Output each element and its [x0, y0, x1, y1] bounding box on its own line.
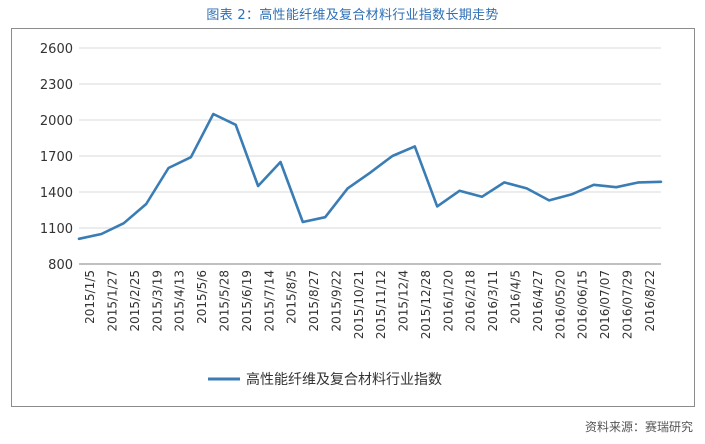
x-tick-label: 2015/3/19 [150, 270, 164, 332]
y-tick-label: 800 [48, 258, 73, 273]
x-tick-label: 2015/1/5 [83, 270, 97, 324]
chart-caption: 图表 2：高性能纤维及复合材料行业指数长期走势 [206, 8, 499, 23]
y-tick-label: 2300 [40, 78, 73, 93]
y-axis: 800 1100 1400 1700 2000 2300 2600 [40, 42, 73, 273]
x-tick-label: 2015/12/28 [419, 270, 433, 339]
x-tick-label: 2015/10/21 [352, 270, 366, 339]
x-tick-label: 2016/1/20 [441, 270, 455, 332]
x-tick-label: 2016/07/07 [598, 270, 612, 339]
series-group [77, 112, 663, 241]
x-tick-label: 2016/8/22 [643, 270, 657, 332]
series-line [77, 112, 663, 241]
x-tick-label: 2016/4/5 [509, 270, 523, 324]
x-tick-label: 2015/8/27 [307, 270, 321, 332]
y-tick-label: 2000 [40, 114, 73, 129]
grid-lines [79, 47, 661, 265]
x-tick-label: 2015/4/13 [173, 270, 187, 332]
x-tick-labels: 2015/1/5 2015/1/27 2015/2/25 2015/3/19 2015/… [83, 270, 657, 339]
x-tick-label: 2016/4/27 [531, 270, 545, 332]
x-tick-label: 2015/2/25 [128, 270, 142, 332]
x-tick-label: 2016/06/15 [576, 270, 590, 339]
x-tick-label: 2016/05/20 [553, 270, 567, 339]
legend-label: 高性能纤维及复合材料行业指数 [246, 371, 442, 388]
x-tick-label: 2015/5/28 [218, 270, 232, 332]
y-tick-label: 2600 [40, 42, 73, 57]
x-tick-label: 2015/7/14 [262, 270, 276, 332]
x-tick-label: 2015/5/6 [195, 270, 209, 324]
x-tick-label: 2016/2/18 [464, 270, 478, 332]
y-tick-label: 1700 [40, 150, 73, 165]
y-tick-label: 1400 [40, 186, 73, 201]
source-note: 资料来源：赛瑞研究 [584, 420, 693, 434]
x-tick-label: 2015/6/19 [240, 270, 254, 332]
x-tick-label: 2015/1/27 [106, 270, 120, 332]
legend: 高性能纤维及复合材料行业指数 [208, 371, 442, 388]
x-tick-label: 2015/9/22 [329, 270, 343, 332]
chart-frame [11, 28, 695, 407]
x-tick-label: 2016/07/29 [620, 270, 634, 339]
x-tick-label: 2015/8/5 [285, 270, 299, 324]
y-tick-label: 1100 [40, 222, 73, 237]
x-tick-label: 2015/12/4 [397, 270, 411, 332]
x-tick-label: 2015/11/12 [374, 270, 388, 339]
x-tick-label: 2016/3/11 [486, 270, 500, 332]
